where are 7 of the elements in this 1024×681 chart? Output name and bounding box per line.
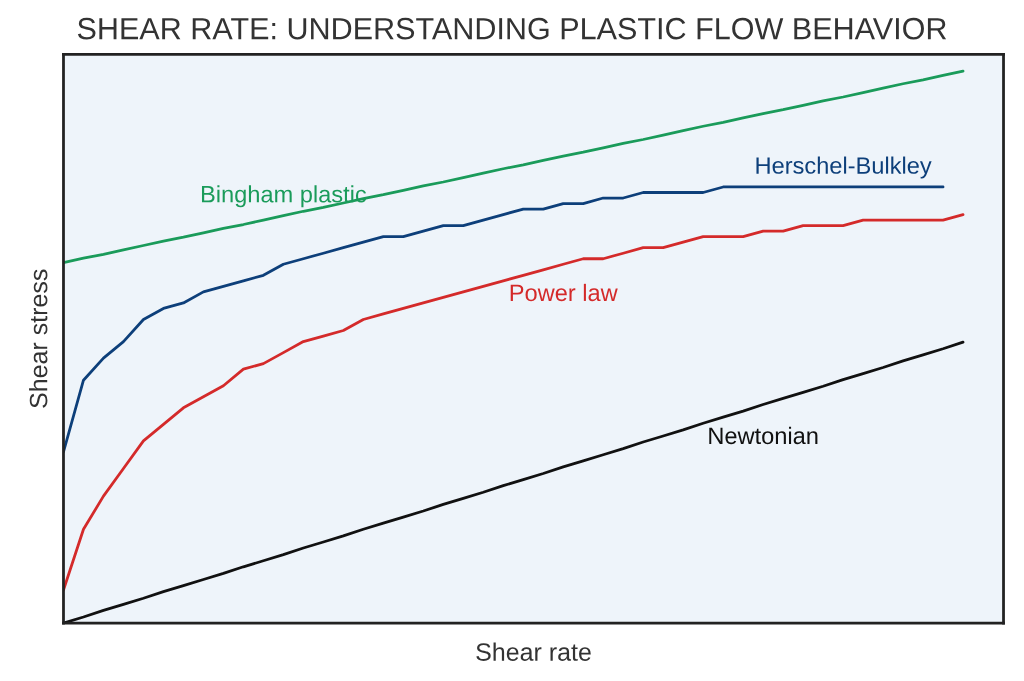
y-axis-title: Shear stress: [29, 269, 48, 408]
x-axis-title: Shear rate: [476, 642, 591, 661]
series-label: Power law: [510, 283, 618, 302]
series-label: Newtonian: [709, 426, 818, 445]
chart-title: SHEAR RATE: UNDERSTANDING PLASTIC FLOW BEHAVIOR: [77, 17, 947, 40]
series-label: Bingham plastic: [201, 185, 367, 208]
series-label: Herschel-Bulkley: [756, 156, 932, 179]
